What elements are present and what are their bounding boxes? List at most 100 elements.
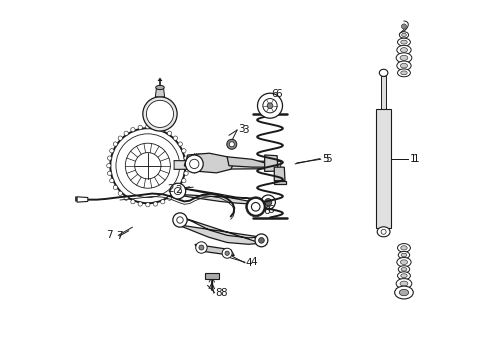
Polygon shape	[376, 109, 392, 228]
Polygon shape	[400, 21, 408, 34]
Circle shape	[161, 199, 165, 204]
Circle shape	[190, 159, 199, 168]
Circle shape	[125, 143, 171, 188]
Circle shape	[247, 198, 265, 216]
Ellipse shape	[402, 33, 406, 37]
Circle shape	[107, 171, 112, 175]
Ellipse shape	[401, 246, 407, 250]
Ellipse shape	[397, 272, 411, 280]
Circle shape	[199, 245, 204, 250]
Polygon shape	[381, 76, 387, 109]
Polygon shape	[205, 273, 219, 279]
Circle shape	[161, 127, 165, 132]
Polygon shape	[174, 161, 281, 169]
Polygon shape	[195, 244, 234, 256]
Ellipse shape	[396, 279, 412, 289]
Polygon shape	[177, 188, 269, 205]
Circle shape	[138, 202, 143, 206]
Circle shape	[173, 136, 177, 140]
Polygon shape	[155, 88, 165, 97]
Circle shape	[170, 183, 186, 199]
Circle shape	[177, 217, 183, 223]
Circle shape	[153, 202, 158, 206]
Circle shape	[116, 134, 180, 198]
Ellipse shape	[156, 85, 164, 90]
Circle shape	[110, 128, 185, 203]
Ellipse shape	[401, 274, 407, 278]
Circle shape	[110, 149, 114, 153]
Ellipse shape	[377, 227, 390, 237]
Circle shape	[259, 238, 264, 243]
Circle shape	[107, 156, 112, 160]
Text: 6: 6	[268, 205, 274, 215]
Ellipse shape	[397, 257, 411, 267]
Circle shape	[113, 142, 118, 146]
Text: 3: 3	[238, 124, 245, 134]
Circle shape	[143, 97, 177, 131]
Circle shape	[263, 99, 277, 113]
Ellipse shape	[397, 69, 411, 77]
Ellipse shape	[394, 286, 413, 299]
Text: 8: 8	[215, 288, 222, 298]
Ellipse shape	[400, 281, 408, 286]
Circle shape	[138, 125, 143, 130]
Circle shape	[178, 142, 182, 146]
Polygon shape	[227, 157, 266, 167]
Ellipse shape	[397, 45, 411, 55]
Ellipse shape	[398, 251, 410, 258]
Ellipse shape	[399, 289, 409, 296]
Circle shape	[135, 153, 161, 179]
Text: 1: 1	[413, 154, 419, 163]
Ellipse shape	[398, 266, 410, 273]
Text: 7: 7	[116, 231, 122, 241]
Circle shape	[381, 229, 386, 234]
Ellipse shape	[379, 69, 388, 76]
Circle shape	[153, 125, 158, 130]
Circle shape	[107, 163, 111, 168]
Circle shape	[168, 196, 172, 200]
Circle shape	[131, 127, 135, 132]
Ellipse shape	[397, 244, 411, 252]
Circle shape	[185, 155, 203, 173]
Ellipse shape	[400, 63, 408, 68]
Circle shape	[174, 188, 181, 195]
Ellipse shape	[400, 260, 408, 265]
Ellipse shape	[400, 55, 408, 60]
Circle shape	[267, 103, 273, 109]
Polygon shape	[274, 167, 285, 181]
Circle shape	[168, 131, 172, 135]
Circle shape	[131, 199, 135, 204]
Circle shape	[251, 203, 260, 211]
Polygon shape	[265, 155, 278, 171]
Circle shape	[182, 149, 186, 153]
Circle shape	[178, 185, 182, 189]
Circle shape	[185, 163, 189, 168]
Circle shape	[184, 171, 188, 175]
Ellipse shape	[396, 53, 412, 63]
Circle shape	[261, 195, 275, 209]
Ellipse shape	[401, 253, 407, 257]
Circle shape	[265, 199, 272, 206]
Text: 5: 5	[322, 154, 329, 164]
Circle shape	[182, 179, 186, 183]
Circle shape	[255, 234, 268, 247]
Text: 6: 6	[275, 89, 282, 99]
Ellipse shape	[400, 48, 408, 52]
Text: 8: 8	[220, 288, 226, 297]
Circle shape	[113, 185, 118, 189]
Text: 4: 4	[250, 257, 257, 267]
Circle shape	[146, 125, 150, 129]
Circle shape	[222, 248, 232, 258]
Text: 7: 7	[106, 230, 113, 240]
Text: 6: 6	[271, 89, 278, 99]
Polygon shape	[177, 216, 261, 244]
Circle shape	[184, 156, 188, 160]
Polygon shape	[77, 197, 88, 202]
Ellipse shape	[397, 38, 411, 46]
Text: 1: 1	[409, 154, 416, 163]
Circle shape	[258, 93, 283, 118]
Circle shape	[229, 142, 234, 147]
Circle shape	[225, 251, 229, 255]
Polygon shape	[184, 153, 234, 173]
Ellipse shape	[397, 61, 411, 70]
